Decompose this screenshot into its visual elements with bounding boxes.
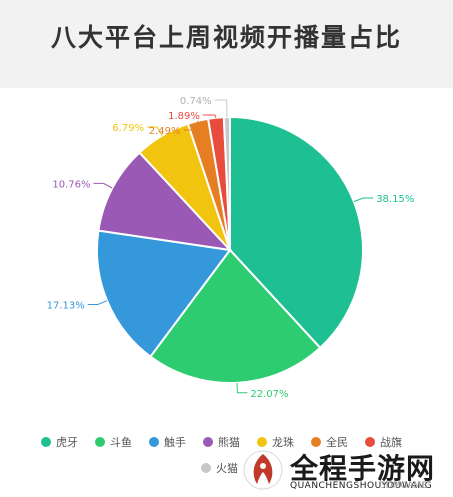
legend-marker-5: [311, 437, 321, 447]
leader-line-5: [183, 120, 199, 131]
legend-label-2: 触手: [164, 435, 186, 449]
watermark-text: 全程手游网: [290, 452, 436, 485]
legend-label-0: 虎牙: [56, 436, 78, 449]
legend-label-5: 全民: [326, 435, 348, 449]
leader-line-6: [202, 114, 217, 118]
leader-line-1: [236, 382, 248, 394]
slice-label-3: 10.76%: [52, 179, 90, 190]
legend-label-7: 火猫: [216, 462, 238, 475]
slice-label-5: 2.49%: [149, 126, 181, 137]
legend-marker-4: [257, 437, 267, 447]
legend-marker-7: [201, 463, 211, 473]
watermark-subtext: QUANCHENGSHOUYOUWANG: [290, 481, 433, 491]
leader-line-2: [87, 300, 108, 305]
legend-marker-0: [41, 437, 51, 447]
slice-label-1: 22.07%: [250, 389, 288, 400]
leader-line-0: [353, 197, 374, 203]
title-band: [0, 0, 453, 88]
slice-label-4: 6.79%: [112, 123, 144, 134]
legend-label-3: 熊猫: [218, 435, 240, 449]
pie-slice-2: [96, 229, 232, 358]
leader-line-7: [214, 99, 228, 118]
pie-slice-7: [222, 115, 231, 251]
legend-marker-3: [203, 437, 213, 447]
watermark-subtext-2: 3DMGAME: [380, 481, 428, 491]
slice-label-6: 1.89%: [168, 111, 200, 122]
legend-marker-2: [149, 437, 159, 447]
legend-marker-1: [95, 437, 105, 447]
leader-line-4: [147, 126, 163, 136]
slice-label-2: 17.13%: [47, 301, 85, 312]
leader-line-3: [93, 182, 113, 189]
legend-label-4: 龙珠: [272, 435, 294, 449]
pie-slice-0: [229, 115, 364, 350]
pie-slice-3: [97, 151, 233, 252]
watermark: [238, 440, 453, 497]
chart-title: 八大平台上周视频开播量占比: [50, 23, 402, 52]
slice-label-7: 0.74%: [180, 96, 212, 107]
legend-label-1: 斗鱼: [110, 435, 132, 449]
slice-label-0: 38.15%: [376, 194, 414, 205]
watermark-logo-icon: [243, 450, 283, 490]
legend-marker-6: [365, 437, 375, 447]
legend-label-6: 战旗: [380, 435, 402, 449]
